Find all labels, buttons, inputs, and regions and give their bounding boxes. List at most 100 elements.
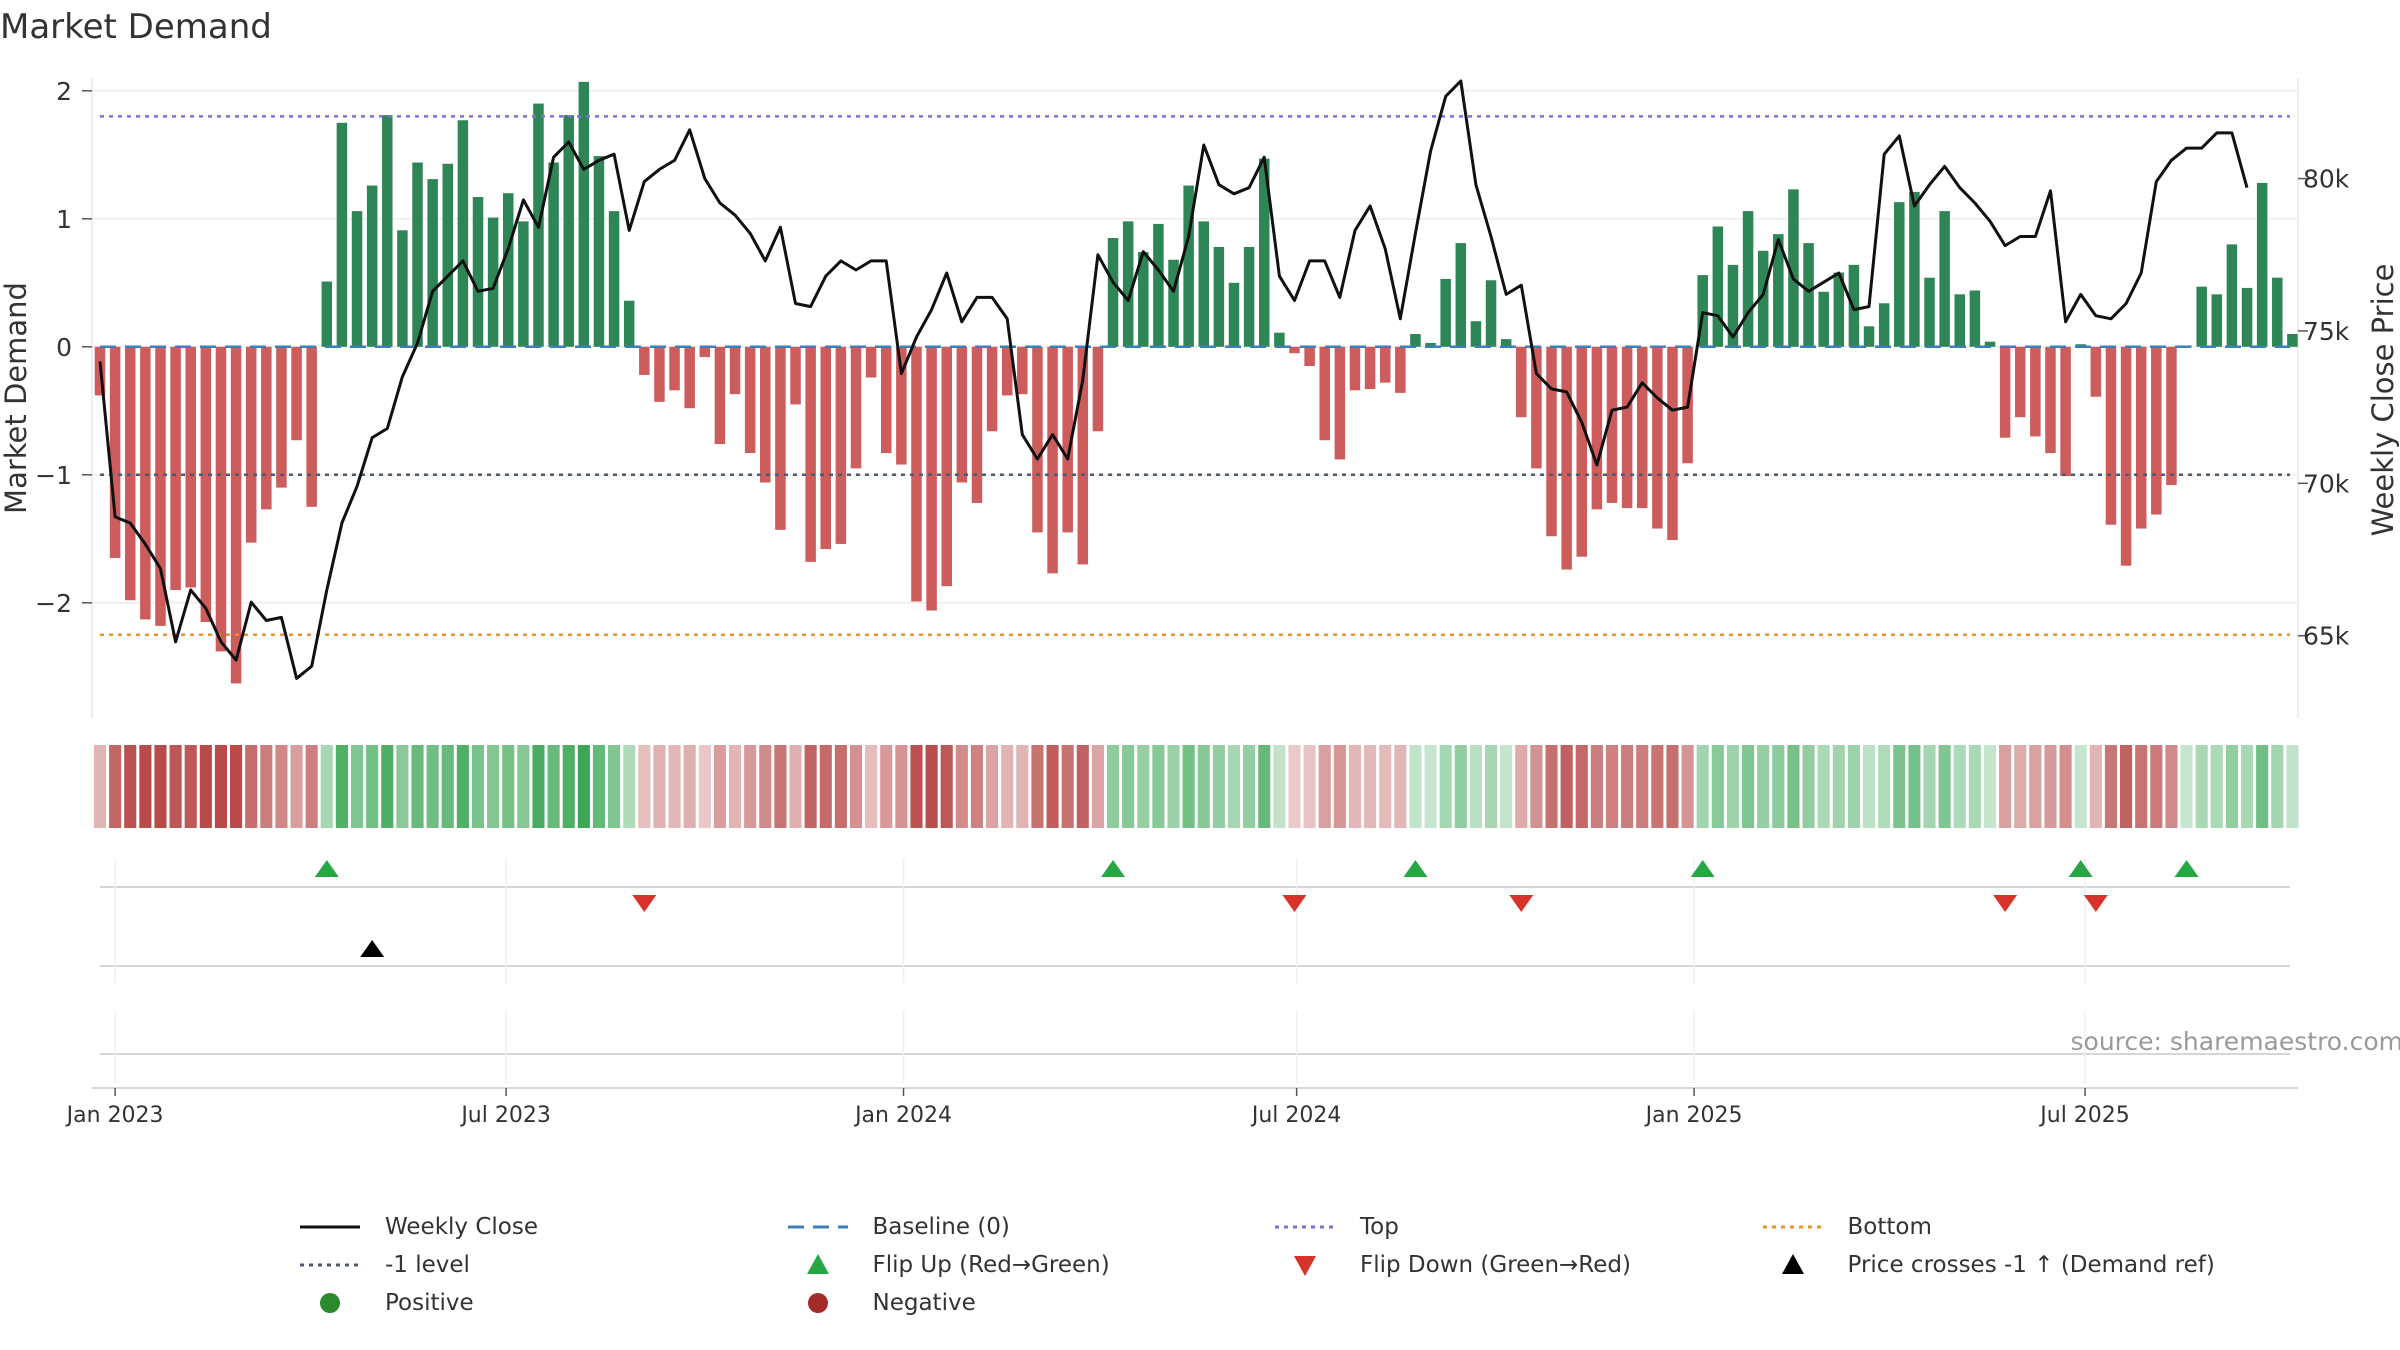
negative-strip-cell bbox=[2135, 745, 2148, 828]
positive-demand-bar bbox=[1969, 290, 1981, 347]
dashed-line-swatch-icon bbox=[787, 1225, 848, 1229]
negative-demand-bar bbox=[971, 346, 983, 503]
positive-strip-cell bbox=[487, 745, 500, 828]
positive-demand-bar bbox=[1274, 332, 1285, 347]
positive-demand-bar bbox=[1122, 221, 1134, 347]
positive-strip-cell bbox=[471, 745, 485, 828]
negative-strip-cell bbox=[230, 745, 243, 828]
positive-demand-bar bbox=[1924, 277, 1935, 347]
negative-strip-cell bbox=[955, 745, 968, 828]
negative-demand-bar bbox=[200, 346, 212, 622]
positive-demand-bar bbox=[1440, 278, 1451, 347]
y-gridlines bbox=[92, 90, 2298, 604]
positive-strip-cell bbox=[1968, 745, 1981, 828]
positive-demand-bar bbox=[1138, 252, 1149, 347]
negative-strip-cell bbox=[139, 745, 152, 828]
positive-strip-cell bbox=[2195, 745, 2208, 828]
negative-demand-bar bbox=[1032, 346, 1043, 533]
positive-strip-cell bbox=[1893, 745, 1906, 828]
negative-demand-bar bbox=[306, 346, 317, 507]
negative-demand-bar bbox=[744, 346, 756, 454]
negative-demand-bar bbox=[1999, 346, 2011, 438]
positive-demand-bar bbox=[1727, 264, 1739, 347]
positive-strip-cell bbox=[396, 745, 409, 828]
negative-demand-bar bbox=[2090, 346, 2102, 397]
flip-down-marker bbox=[2083, 895, 2108, 912]
legend-positive: Positive bbox=[300, 1288, 788, 1318]
negative-strip-cell bbox=[1545, 745, 1558, 828]
negative-demand-bar bbox=[775, 346, 786, 530]
positive-demand-bar bbox=[1833, 272, 1845, 347]
positive-strip-cell bbox=[1439, 745, 1452, 828]
legend-weekly-close: Weekly Close bbox=[300, 1212, 788, 1242]
positive-demand-bar bbox=[1485, 280, 1497, 347]
positive-strip-cell bbox=[1983, 745, 1997, 828]
negative-strip-cell bbox=[683, 745, 696, 828]
positive-demand-bar bbox=[321, 281, 333, 347]
positive-strip-cell bbox=[1757, 745, 1770, 828]
negative-strip-cell bbox=[698, 745, 711, 828]
positive-demand-bar bbox=[1153, 223, 1164, 347]
negative-demand-bar bbox=[276, 346, 287, 488]
positive-strip-cell bbox=[2271, 745, 2284, 828]
negative-demand-bar bbox=[245, 346, 257, 543]
signal-markers bbox=[314, 860, 2199, 957]
negative-strip-cell bbox=[1636, 745, 1649, 828]
flip-down-marker bbox=[1509, 895, 1534, 912]
positive-strip-cell bbox=[2074, 745, 2087, 828]
positive-demand-bar bbox=[1107, 238, 1119, 347]
negative-demand-bar bbox=[2014, 346, 2026, 418]
negative-strip-cell bbox=[1076, 745, 1089, 828]
flip-up-marker bbox=[2068, 860, 2093, 877]
left-axis-label: Market Demand bbox=[0, 282, 33, 514]
main-panel bbox=[91, 78, 2299, 718]
positive-demand-bar bbox=[2211, 294, 2223, 347]
negative-strip-cell bbox=[970, 745, 984, 828]
negative-demand-bar bbox=[2105, 346, 2117, 525]
negative-strip-cell bbox=[1575, 745, 1588, 828]
positive-strip-cell bbox=[1122, 745, 1135, 828]
positive-demand-bar bbox=[1168, 259, 1179, 347]
positive-strip-cell bbox=[1469, 745, 1482, 828]
positive-demand-bar bbox=[1258, 158, 1270, 347]
positive-strip-cell bbox=[623, 745, 636, 828]
positive-strip-cell bbox=[1182, 745, 1195, 828]
positive-demand-bar bbox=[1818, 291, 1829, 347]
negative-strip-cell bbox=[910, 745, 923, 828]
negative-strip-cell bbox=[1681, 745, 1694, 828]
negative-demand-bar bbox=[170, 346, 181, 590]
negative-strip-cell bbox=[2120, 745, 2133, 828]
positive-demand-bar bbox=[366, 185, 378, 347]
flip-up-marker bbox=[1690, 860, 1715, 877]
dotted-line-swatch-icon bbox=[300, 1263, 360, 1267]
positive-strip-cell bbox=[1137, 745, 1150, 828]
positive-demand-bar bbox=[412, 162, 423, 347]
positive-strip-cell bbox=[1243, 745, 1256, 828]
negative-strip-cell bbox=[940, 745, 953, 828]
negative-strip-cell bbox=[849, 745, 863, 828]
positive-demand-bar bbox=[427, 179, 438, 347]
negative-strip-cell bbox=[744, 745, 757, 828]
negative-demand-bar bbox=[2060, 346, 2071, 477]
legend-flip-down: Flip Down (Green→Red) bbox=[1275, 1250, 1763, 1280]
flip-down-marker bbox=[1282, 895, 1307, 912]
negative-strip-cell bbox=[880, 745, 893, 828]
positive-demand-bar bbox=[2241, 287, 2253, 347]
negative-strip-cell bbox=[1046, 745, 1059, 828]
dotted-line-swatch-icon bbox=[1762, 1225, 1823, 1229]
negative-demand-bar bbox=[1077, 346, 1089, 565]
legend-label: Flip Up (Red→Green) bbox=[872, 1252, 1110, 1278]
right-tick-label: 80k bbox=[2303, 165, 2350, 194]
positive-strip-cell bbox=[1711, 745, 1724, 828]
positive-demand-bar bbox=[472, 197, 484, 347]
left-tick-label: 1 bbox=[56, 205, 72, 234]
legend-label: -1 level bbox=[385, 1252, 470, 1278]
signal-lanes bbox=[92, 886, 2298, 1089]
positive-strip-cell bbox=[547, 745, 560, 828]
positive-demand-bar bbox=[502, 193, 514, 347]
positive-demand-bar bbox=[1909, 191, 1920, 347]
positive-strip-cell bbox=[381, 745, 394, 828]
negative-demand-bar bbox=[230, 346, 242, 684]
positive-strip-cell bbox=[1787, 745, 1800, 828]
positive-strip-cell bbox=[1953, 745, 1966, 828]
